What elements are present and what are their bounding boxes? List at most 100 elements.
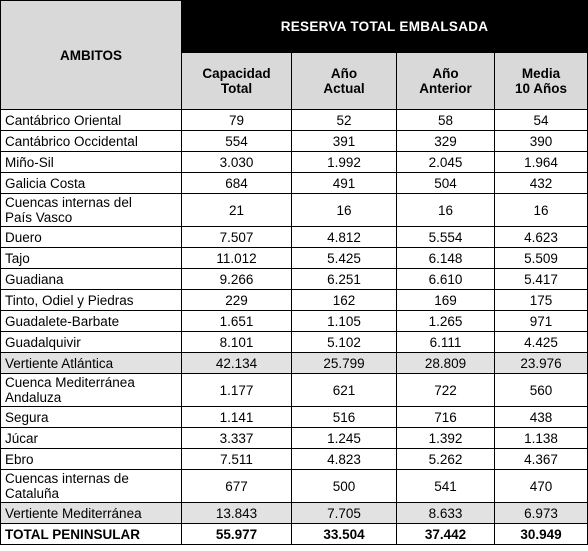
header-group-title: RESERVA TOTAL EMBALSADA (180, 0, 588, 53)
row-label: Guadalete-Barbate (0, 310, 182, 332)
table-row: Cuencas internas del País Vasco 21 16 16 … (0, 193, 588, 227)
row-label: Vertiente Mediterránea (0, 502, 182, 524)
capacidad-total-cell: 554 (181, 130, 292, 152)
media-10-anos-cell: 54 (493, 109, 588, 131)
ano-actual-cell: 7.705 (291, 502, 397, 524)
row-label: Cuencas internas del País Vasco (0, 193, 182, 227)
media-10-anos-cell: 23.976 (493, 352, 588, 374)
row-label: Segura (0, 406, 182, 428)
table-row: Cuencas internas de Cataluña 677 500 541 … (0, 469, 588, 503)
ano-anterior-cell: 6.610 (396, 268, 495, 290)
table-row: Cantábrico Occidental 554 391 329 390 (0, 130, 588, 152)
table-row: Tajo 11.012 5.425 6.148 5.509 (0, 247, 588, 269)
table-row: Tinto, Odiel y Piedras 229 162 169 175 (0, 289, 588, 311)
capacidad-total-cell: 42.134 (181, 352, 292, 374)
ano-actual-cell: 500 (291, 469, 397, 503)
ano-anterior-cell: 716 (396, 406, 495, 428)
ano-anterior-cell: 58 (396, 109, 495, 131)
media-10-anos-cell: 560 (493, 373, 588, 407)
subtotal-row-atlantica: Vertiente Atlántica 42.134 25.799 28.809… (0, 352, 588, 374)
table-row: Cantábrico Oriental 79 52 58 54 (0, 109, 588, 131)
ano-anterior-cell: 329 (396, 130, 495, 152)
table-row: Júcar 3.337 1.245 1.392 1.138 (0, 427, 588, 449)
ano-anterior-cell: 28.809 (396, 352, 495, 374)
media-10-anos-cell: 1.964 (493, 151, 588, 173)
ano-actual-cell: 391 (291, 130, 397, 152)
media-10-anos-cell: 30.949 (493, 523, 588, 545)
ano-actual-cell: 4.823 (291, 448, 397, 470)
row-label: Vertiente Atlántica (0, 352, 182, 374)
header-ambitos: AMBITOS (0, 0, 182, 110)
ano-actual-cell: 1.245 (291, 427, 397, 449)
row-label: Júcar (0, 427, 182, 449)
media-10-anos-cell: 4.425 (493, 331, 588, 353)
ano-actual-cell: 621 (291, 373, 397, 407)
table-row: Miño-Sil 3.030 1.992 2.045 1.964 (0, 151, 588, 173)
row-label: Galicia Costa (0, 172, 182, 194)
row-label: Guadiana (0, 268, 182, 290)
media-10-anos-cell: 390 (493, 130, 588, 152)
table-row: Guadalete-Barbate 1.651 1.105 1.265 971 (0, 310, 588, 332)
ano-anterior-cell: 722 (396, 373, 495, 407)
capacidad-total-cell: 79 (181, 109, 292, 131)
media-10-anos-cell: 470 (493, 469, 588, 503)
media-10-anos-cell: 6.973 (493, 502, 588, 524)
table-row: Guadiana 9.266 6.251 6.610 5.417 (0, 268, 588, 290)
ano-actual-cell: 1.105 (291, 310, 397, 332)
row-label: Cuencas internas de Cataluña (0, 469, 182, 503)
ano-actual-cell: 25.799 (291, 352, 397, 374)
table-row: Duero 7.507 4.812 5.554 4.623 (0, 226, 588, 248)
ano-actual-cell: 516 (291, 406, 397, 428)
ano-anterior-cell: 6.111 (396, 331, 495, 353)
table-row: Cuenca Mediterránea Andaluza 1.177 621 72… (0, 373, 588, 407)
header-capacidad-total: Capacidad Total (181, 51, 292, 111)
ano-actual-cell: 16 (291, 193, 397, 227)
ano-anterior-cell: 169 (396, 289, 495, 311)
capacidad-total-cell: 1.177 (181, 373, 292, 407)
ano-actual-cell: 33.504 (291, 523, 397, 545)
row-label: TOTAL PENINSULAR (0, 523, 182, 545)
ano-actual-cell: 4.812 (291, 226, 397, 248)
header-ano-actual: Año Actual (291, 51, 397, 111)
capacidad-total-cell: 1.651 (181, 310, 292, 332)
ano-actual-cell: 5.425 (291, 247, 397, 269)
media-10-anos-cell: 5.417 (493, 268, 588, 290)
capacidad-total-cell: 677 (181, 469, 292, 503)
capacidad-total-cell: 8.101 (181, 331, 292, 353)
table-row: Segura 1.141 516 716 438 (0, 406, 588, 428)
capacidad-total-cell: 7.511 (181, 448, 292, 470)
ano-anterior-cell: 37.442 (396, 523, 495, 545)
ano-anterior-cell: 16 (396, 193, 495, 227)
media-10-anos-cell: 16 (493, 193, 588, 227)
media-10-anos-cell: 438 (493, 406, 588, 428)
capacidad-total-cell: 229 (181, 289, 292, 311)
ano-anterior-cell: 5.262 (396, 448, 495, 470)
ano-anterior-cell: 1.392 (396, 427, 495, 449)
subtotal-row-mediterranea: Vertiente Mediterránea 13.843 7.705 8.63… (0, 502, 588, 524)
media-10-anos-cell: 1.138 (493, 427, 588, 449)
ano-anterior-cell: 1.265 (396, 310, 495, 332)
media-10-anos-cell: 5.509 (493, 247, 588, 269)
row-label: Tinto, Odiel y Piedras (0, 289, 182, 311)
table-row: Ebro 7.511 4.823 5.262 4.367 (0, 448, 588, 470)
media-10-anos-cell: 4.623 (493, 226, 588, 248)
media-10-anos-cell: 4.367 (493, 448, 588, 470)
row-label: Ebro (0, 448, 182, 470)
ano-actual-cell: 6.251 (291, 268, 397, 290)
ano-anterior-cell: 5.554 (396, 226, 495, 248)
capacidad-total-cell: 55.977 (181, 523, 292, 545)
capacidad-total-cell: 13.843 (181, 502, 292, 524)
ano-actual-cell: 52 (291, 109, 397, 131)
media-10-anos-cell: 175 (493, 289, 588, 311)
header-media-10-anos: Media 10 Años (493, 51, 588, 111)
row-label: Guadalquivir (0, 331, 182, 353)
total-row: TOTAL PENINSULAR 55.977 33.504 37.442 30… (0, 523, 588, 545)
ano-anterior-cell: 6.148 (396, 247, 495, 269)
media-10-anos-cell: 971 (493, 310, 588, 332)
header-ano-anterior: Año Anterior (396, 51, 495, 111)
capacidad-total-cell: 684 (181, 172, 292, 194)
row-label: Duero (0, 226, 182, 248)
row-label: Tajo (0, 247, 182, 269)
ano-anterior-cell: 504 (396, 172, 495, 194)
